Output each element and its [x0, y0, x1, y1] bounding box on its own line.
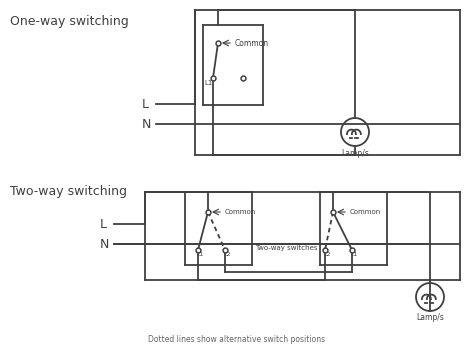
Text: Dotted lines show alternative switch positions: Dotted lines show alternative switch pos…	[148, 335, 326, 344]
Text: Two-way switching: Two-way switching	[10, 185, 127, 198]
Text: Common: Common	[235, 38, 269, 48]
Text: L1: L1	[196, 252, 203, 257]
Text: L2: L2	[323, 252, 330, 257]
Text: L1: L1	[204, 80, 212, 86]
Text: N: N	[142, 118, 151, 131]
Text: Common: Common	[225, 209, 256, 215]
Text: Lamp/s: Lamp/s	[416, 313, 444, 322]
Text: Two-way switches: Two-way switches	[255, 245, 318, 251]
Text: One-way switching: One-way switching	[10, 15, 129, 28]
Text: L: L	[100, 218, 107, 231]
Text: L2: L2	[223, 252, 230, 257]
Text: N: N	[100, 238, 109, 251]
Text: Common: Common	[350, 209, 381, 215]
Text: L1: L1	[350, 252, 357, 257]
Text: L: L	[142, 98, 149, 111]
Text: Lamp/s: Lamp/s	[341, 149, 369, 158]
